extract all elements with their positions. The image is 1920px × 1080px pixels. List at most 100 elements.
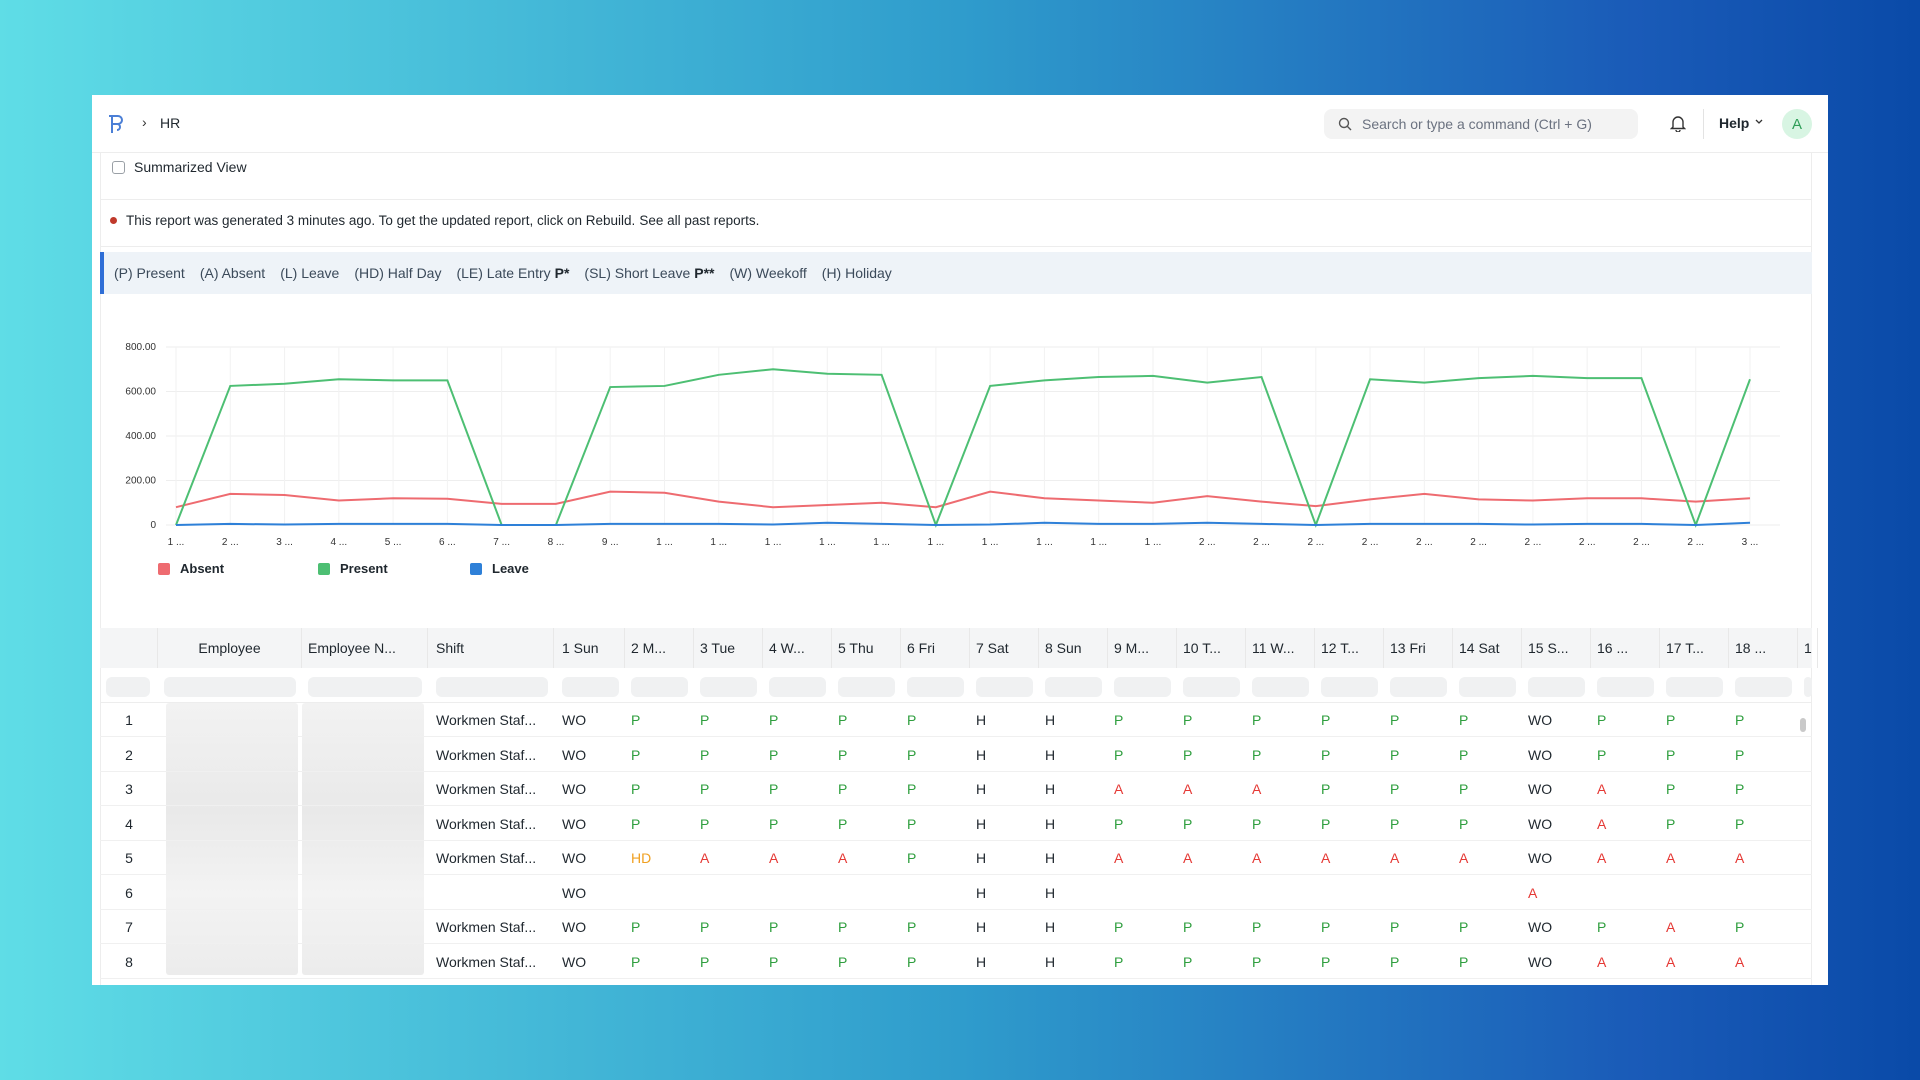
- attendance-cell[interactable]: P: [1735, 815, 1745, 832]
- attendance-cell[interactable]: P: [1390, 781, 1400, 797]
- attendance-cell[interactable]: P: [1252, 712, 1262, 728]
- attendance-cell[interactable]: P: [1459, 781, 1469, 797]
- attendance-cell[interactable]: A: [1597, 953, 1607, 970]
- attendance-cell[interactable]: P: [1735, 712, 1745, 728]
- attendance-cell[interactable]: P: [1321, 815, 1331, 832]
- attendance-cell[interactable]: WO: [1528, 953, 1553, 970]
- column-header[interactable]: 17 T...: [1660, 628, 1729, 668]
- shift-cell[interactable]: Workmen Staf...: [436, 919, 537, 935]
- attendance-cell[interactable]: P: [838, 781, 848, 797]
- see-past-reports-link[interactable]: See all past reports.: [639, 213, 760, 228]
- attendance-cell[interactable]: P: [1114, 746, 1124, 763]
- attendance-cell[interactable]: P: [1114, 919, 1124, 935]
- attendance-cell[interactable]: H: [1045, 850, 1056, 866]
- attendance-cell[interactable]: P: [769, 712, 779, 728]
- attendance-cell[interactable]: A: [1183, 850, 1193, 866]
- column-filter-input[interactable]: [1390, 677, 1447, 697]
- attendance-cell[interactable]: P: [907, 850, 917, 866]
- attendance-cell[interactable]: P: [1459, 815, 1469, 832]
- shift-cell[interactable]: Workmen Staf...: [436, 953, 537, 970]
- attendance-cell[interactable]: P: [1390, 953, 1400, 970]
- app-logo-icon[interactable]: [106, 113, 124, 135]
- attendance-cell[interactable]: WO: [1528, 850, 1553, 866]
- table-row[interactable]: 6 WO H H A: [100, 876, 1812, 910]
- attendance-cell[interactable]: P: [1459, 712, 1469, 728]
- attendance-cell[interactable]: WO: [562, 781, 587, 797]
- attendance-cell[interactable]: A: [1597, 815, 1607, 832]
- attendance-cell[interactable]: WO: [1528, 815, 1553, 832]
- attendance-cell[interactable]: H: [1045, 919, 1056, 935]
- table-row[interactable]: 4 Workmen Staf... WO P P P P P H H P P P P P P WO A P P: [100, 807, 1812, 841]
- attendance-cell[interactable]: H: [976, 815, 987, 832]
- attendance-cell[interactable]: A: [1735, 953, 1745, 970]
- attendance-cell[interactable]: P: [1321, 953, 1331, 970]
- attendance-cell[interactable]: WO: [562, 884, 587, 901]
- attendance-cell[interactable]: P: [1183, 746, 1193, 763]
- attendance-cell[interactable]: A: [1114, 781, 1124, 797]
- attendance-cell[interactable]: [1315, 876, 1384, 910]
- column-filter-input[interactable]: [1459, 677, 1516, 697]
- attendance-cell[interactable]: WO: [1528, 746, 1553, 763]
- column-header[interactable]: 9 M...: [1108, 628, 1177, 668]
- checkbox-box[interactable]: [112, 160, 125, 174]
- table-row[interactable]: 7 Workmen Staf... WO P P P P P H H P P P P P P WO P A P: [100, 910, 1812, 944]
- attendance-cell[interactable]: P: [1735, 919, 1745, 935]
- attendance-cell[interactable]: H: [976, 850, 987, 866]
- attendance-cell[interactable]: A: [1252, 850, 1262, 866]
- attendance-cell[interactable]: A: [838, 850, 848, 866]
- column-filter-input[interactable]: [1735, 677, 1792, 697]
- attendance-cell[interactable]: H: [976, 919, 987, 935]
- attendance-cell[interactable]: P: [1666, 746, 1676, 763]
- attendance-cell[interactable]: P: [1252, 746, 1262, 763]
- attendance-cell[interactable]: WO: [1528, 919, 1553, 935]
- table-row[interactable]: 8 Workmen Staf... WO P P P P P H H P P P P P P WO A A A: [100, 945, 1812, 979]
- attendance-cell[interactable]: P: [907, 815, 917, 832]
- attendance-cell[interactable]: P: [907, 746, 917, 763]
- column-filter-input[interactable]: [1528, 677, 1585, 697]
- attendance-cell[interactable]: H: [1045, 781, 1056, 797]
- attendance-cell[interactable]: A: [1666, 850, 1676, 866]
- attendance-cell[interactable]: P: [769, 953, 779, 970]
- attendance-cell[interactable]: A: [1666, 919, 1676, 935]
- attendance-cell[interactable]: P: [700, 815, 710, 832]
- summarized-view-checkbox[interactable]: Summarized View: [112, 159, 247, 175]
- shift-cell[interactable]: Workmen Staf...: [436, 815, 537, 832]
- chevron-down-icon[interactable]: [1754, 116, 1764, 126]
- column-header[interactable]: Shift: [430, 628, 554, 668]
- attendance-cell[interactable]: P: [1114, 815, 1124, 832]
- shift-cell[interactable]: Workmen Staf...: [436, 712, 537, 728]
- attendance-cell[interactable]: HD: [631, 850, 652, 866]
- column-filter-input[interactable]: [1114, 677, 1171, 697]
- attendance-cell[interactable]: H: [1045, 815, 1056, 832]
- column-filter-input[interactable]: [1183, 677, 1240, 697]
- attendance-cell[interactable]: P: [907, 712, 917, 728]
- attendance-cell[interactable]: A: [1597, 781, 1607, 797]
- attendance-cell[interactable]: P: [1321, 781, 1331, 797]
- attendance-cell[interactable]: P: [769, 919, 779, 935]
- attendance-cell[interactable]: P: [1183, 919, 1193, 935]
- attendance-cell[interactable]: H: [976, 884, 987, 901]
- column-filter-input[interactable]: [631, 677, 688, 697]
- column-filter-input[interactable]: [1045, 677, 1102, 697]
- attendance-cell[interactable]: P: [1321, 919, 1331, 935]
- attendance-cell[interactable]: WO: [1528, 712, 1553, 728]
- attendance-cell[interactable]: H: [1045, 746, 1056, 763]
- column-header[interactable]: 16 ...: [1591, 628, 1660, 668]
- attendance-cell[interactable]: [832, 876, 901, 910]
- attendance-cell[interactable]: WO: [562, 712, 587, 728]
- attendance-cell[interactable]: A: [1528, 884, 1538, 901]
- column-header[interactable]: 1: [1798, 628, 1818, 668]
- column-header[interactable]: Employee: [158, 628, 302, 668]
- attendance-cell[interactable]: WO: [562, 953, 587, 970]
- shift-cell[interactable]: [430, 876, 554, 910]
- attendance-cell[interactable]: H: [1045, 884, 1056, 901]
- attendance-cell[interactable]: A: [769, 850, 779, 866]
- table-row[interactable]: 2 Workmen Staf... WO P P P P P H H P P P P P P WO P P P: [100, 738, 1812, 772]
- column-header[interactable]: 14 Sat: [1453, 628, 1522, 668]
- attendance-cell[interactable]: P: [1183, 712, 1193, 728]
- column-header[interactable]: 2 M...: [625, 628, 694, 668]
- attendance-cell[interactable]: P: [1597, 746, 1607, 763]
- shift-cell[interactable]: Workmen Staf...: [436, 781, 537, 797]
- attendance-cell[interactable]: H: [976, 746, 987, 763]
- attendance-cell[interactable]: P: [631, 815, 641, 832]
